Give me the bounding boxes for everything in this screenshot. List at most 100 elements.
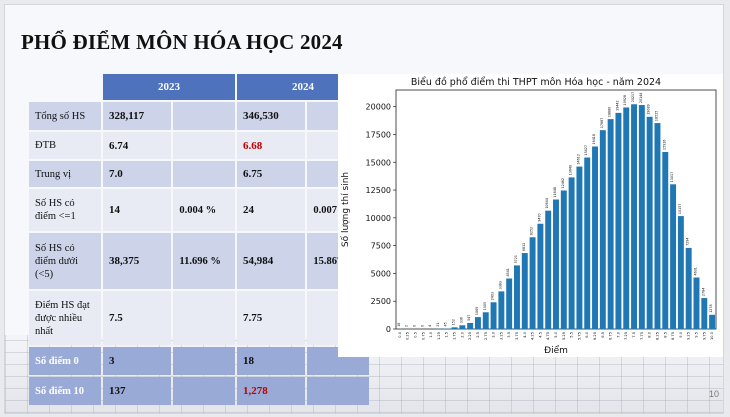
table-row: Tổng số HS 328,117 346,530	[29, 102, 369, 130]
x-tick-label: 4.25	[531, 332, 535, 340]
chart-bar	[646, 116, 653, 329]
percent-2024	[307, 377, 369, 405]
bar-data-label: 2403	[491, 292, 495, 300]
x-tick-label: 4.5	[538, 332, 542, 338]
bar-data-label: 19442	[615, 100, 619, 111]
table-row: Số điểm 10 137 1,278	[29, 377, 369, 405]
x-tick-label: 9.5	[694, 332, 698, 338]
x-tick-label: 4.0	[523, 331, 527, 337]
value-2024: 54,984	[237, 233, 306, 289]
percent-2023	[173, 102, 235, 130]
slide-title: PHỔ ĐIỂM MÔN HÓA HỌC 2024	[21, 30, 343, 54]
y-tick-label: 12500	[366, 186, 391, 195]
x-tick-label: 7.5	[632, 332, 636, 338]
value-2024: 6.68	[237, 132, 306, 159]
y-tick-label: 20000	[366, 103, 391, 112]
percent-2023: 0.004 %	[173, 189, 235, 231]
x-axis-label: Điểm	[544, 345, 568, 356]
value-2023: 328,117	[103, 102, 172, 130]
value-2023: 3	[103, 347, 172, 375]
bar-data-label: 152	[452, 319, 456, 325]
value-2023: 7.0	[103, 161, 172, 187]
percent-2023	[173, 377, 235, 405]
x-tick-label: 3.25	[499, 332, 503, 340]
y-tick-label: 0	[386, 325, 391, 334]
chart-bar	[701, 298, 708, 329]
x-tick-label: 1.75	[453, 332, 457, 340]
x-tick-label: 5.5	[570, 332, 574, 338]
row-label: Số HS có điểm <=1	[29, 189, 101, 231]
x-tick-label: 8.75	[671, 332, 675, 340]
bar-data-label: 10157	[678, 204, 682, 215]
bar-data-label: 3383	[498, 281, 502, 289]
x-tick-label: 7.25	[624, 332, 628, 340]
bar-data-label: 2	[405, 325, 409, 327]
page-number: 10	[708, 389, 719, 399]
chart-bar	[709, 314, 716, 329]
x-tick-label: 3.0	[492, 331, 496, 337]
chart-bar	[459, 325, 466, 329]
bar-data-label: 18880	[608, 107, 612, 118]
x-tick-label: 2.25	[468, 332, 472, 340]
chart-bar	[662, 151, 669, 329]
chart-bar	[638, 105, 645, 330]
value-2024: 24	[237, 189, 306, 231]
x-tick-label: 9.75	[702, 332, 706, 340]
x-tick-label: 3.75	[515, 332, 519, 340]
bar-data-label: 17887	[600, 118, 604, 129]
percent-2023	[173, 132, 235, 159]
row-label: Tổng số HS	[29, 102, 101, 130]
row-label: Điểm HS đạt được nhiều nhất	[29, 291, 101, 345]
bar-data-label: 547	[467, 315, 471, 321]
chart-bar	[654, 123, 661, 330]
bar-data-label: 0	[413, 325, 417, 327]
bar-data-label: 21	[436, 323, 440, 327]
table-row: ĐTB 6.74 6.68	[29, 132, 369, 159]
x-tick-label: 2.0	[460, 331, 464, 337]
x-tick-label: 6.0	[585, 331, 589, 337]
chart-bar	[592, 146, 598, 329]
x-tick-label: 2.5	[476, 332, 480, 338]
chart-bar	[545, 210, 552, 329]
value-2024: 7.75	[237, 291, 306, 345]
chart-svg: Biểu đồ phổ điểm thi THPT môn Hóa học - …	[340, 77, 717, 356]
chart-bar	[482, 312, 489, 329]
bar-data-label: 9470	[537, 213, 541, 221]
table-row: Số HS có điểm dưới (<5) 38,375 11.696 % 54,…	[29, 233, 369, 289]
row-label: Số HS có điểm dưới (<5)	[29, 233, 101, 289]
value-2024: 18	[237, 347, 306, 375]
chart-bar	[490, 302, 497, 329]
x-tick-label: 6.5	[601, 332, 605, 338]
x-tick-label: 9.0	[679, 331, 683, 337]
chart-bar	[521, 253, 528, 329]
chart-bar	[584, 157, 591, 329]
chart-bar	[467, 322, 474, 329]
chart-bar	[498, 291, 505, 329]
chart-bar	[615, 112, 622, 329]
bar-data-label: 0	[420, 325, 424, 327]
bar-data-label: 336	[459, 317, 463, 323]
x-tick-label: 6.25	[593, 332, 597, 340]
chart-bar	[553, 199, 559, 329]
chart-bar	[451, 327, 458, 329]
chart-bar	[537, 223, 544, 329]
y-tick-label: 10000	[366, 214, 391, 223]
bar-data-label: 20144	[639, 93, 643, 104]
x-tick-label: 6.75	[609, 332, 613, 340]
chart-bar	[443, 328, 450, 329]
chart-bar	[677, 216, 684, 329]
slide: PHỔ ĐIỂM MÔN HÓA HỌC 2024 2023 2024 Tổng…	[4, 4, 724, 414]
x-tick-label: 8.25	[655, 332, 659, 340]
chart-bar	[568, 177, 575, 329]
table-row: Trung vị 7.0 6.75	[29, 161, 369, 187]
chart-bar	[529, 237, 536, 329]
x-tick-label: 5.0	[554, 331, 558, 337]
bar-data-label: 4631	[693, 267, 697, 275]
bar-data-label: 18525	[654, 111, 658, 122]
bar-data-label: 4	[428, 325, 432, 327]
table-header-row: 2023 2024	[29, 74, 369, 100]
x-tick-label: 7.0	[616, 331, 620, 337]
bar-data-label: 20217	[631, 92, 635, 103]
header-2023: 2023	[103, 74, 235, 100]
row-label: Số điểm 0	[29, 347, 101, 375]
